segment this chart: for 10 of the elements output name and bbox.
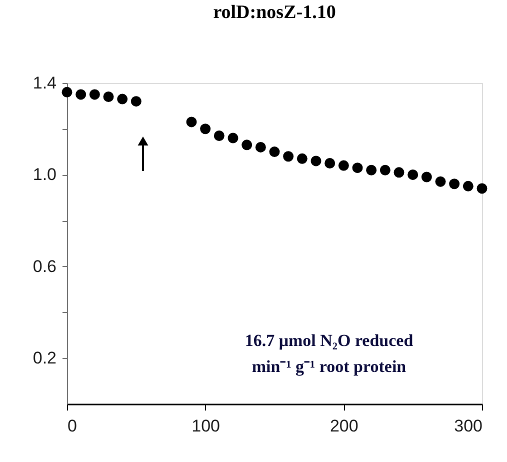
x-tick-label: 300: [454, 416, 482, 436]
x-tick-label: 100: [192, 416, 220, 436]
y-tick-label: 0.2: [32, 348, 56, 368]
annotation: 16.7 μmol N₂O reduced min⁻¹ g⁻¹ root protein: [244, 331, 414, 376]
chart-title: rolD:nosZ-1.10: [213, 2, 336, 23]
y-tick-label: 1.0: [32, 165, 56, 184]
x-tick-label: 200: [330, 416, 358, 436]
x-tick-label: 0: [68, 416, 77, 436]
y-tick-label: 0.6: [32, 256, 56, 276]
y-tick-label: 1.4: [32, 74, 56, 92]
